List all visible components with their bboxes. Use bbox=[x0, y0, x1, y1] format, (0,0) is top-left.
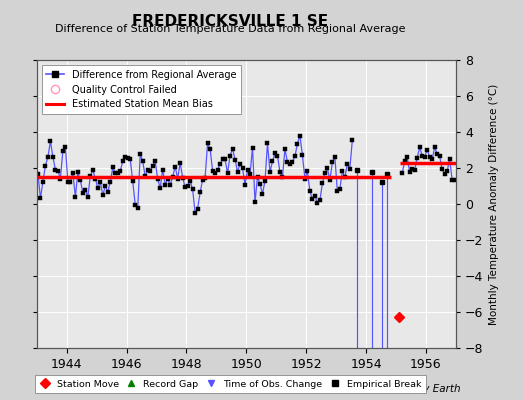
Legend: Difference from Regional Average, Quality Control Failed, Estimated Station Mean: Difference from Regional Average, Qualit… bbox=[41, 65, 241, 114]
Y-axis label: Monthly Temperature Anomaly Difference (°C): Monthly Temperature Anomaly Difference (… bbox=[489, 83, 499, 325]
Text: Berkeley Earth: Berkeley Earth bbox=[385, 384, 461, 394]
Text: FREDERICKSVILLE 1 SE: FREDERICKSVILLE 1 SE bbox=[133, 14, 329, 29]
Text: Difference of Station Temperature Data from Regional Average: Difference of Station Temperature Data f… bbox=[56, 24, 406, 34]
Legend: Station Move, Record Gap, Time of Obs. Change, Empirical Break: Station Move, Record Gap, Time of Obs. C… bbox=[35, 375, 426, 393]
